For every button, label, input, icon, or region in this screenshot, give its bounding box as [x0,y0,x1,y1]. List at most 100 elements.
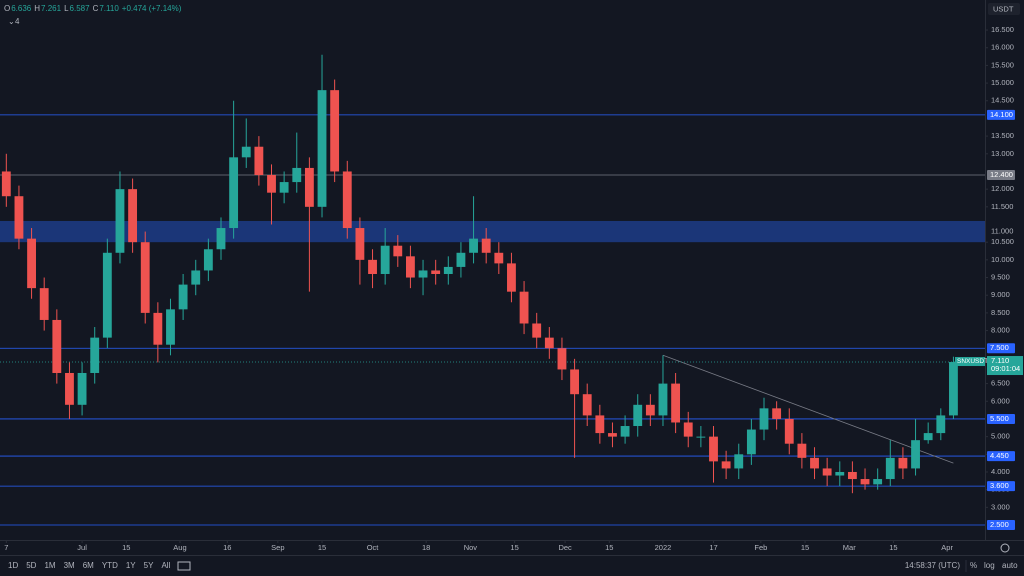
y-tick-label: 10.500 [991,237,1014,246]
last-price-badge [987,356,1023,376]
candle-body [393,245,403,257]
candle-body [1,171,11,197]
ohlc-value: 7.261 [41,4,62,13]
timeframe-button[interactable]: 1M [44,561,55,570]
level-badge [987,451,1015,462]
candle-body [216,228,226,250]
level-label: 3.600 [990,481,1009,490]
symbol-badge [955,357,985,367]
y-tick-label: 6.500 [991,379,1010,388]
y-tick-label: 13.000 [991,149,1014,158]
candle-body [709,436,718,462]
x-tick-label: 16 [223,543,231,552]
x-tick-label: 15 [889,543,897,552]
candle-body [633,404,643,427]
y-tick-label: 8.000 [991,326,1010,335]
x-tick-label: Feb [754,543,767,552]
candle-body [519,291,529,324]
y-tick-label: 9.000 [991,290,1010,299]
y-tick-label: 6.000 [991,396,1010,405]
x-tick-label: 18 [422,543,430,552]
candle-body [936,415,946,434]
scale-option[interactable]: log [984,561,995,570]
candle-body [721,461,731,469]
y-tick-label: 13.500 [991,131,1014,140]
candle-body [191,270,201,285]
candle-body [279,182,289,193]
candle-body [418,270,428,278]
last-price-label: 7.110 [991,356,1009,365]
candle-body [898,457,908,469]
level-label: 7.500 [990,343,1009,352]
candle-body [810,457,819,469]
y-tick-label: 9.500 [991,273,1010,282]
candle-body [620,426,630,437]
candle-body [380,245,390,274]
y-tick-label: 11.500 [991,202,1013,211]
y-tick-label: 16.500 [991,25,1014,34]
candle-body [128,189,138,243]
indicator-count[interactable]: 4 [15,17,20,26]
zone [0,220,985,243]
zone-label: 11.000 [991,227,1013,236]
date-range-icon[interactable] [177,561,191,571]
timeframe-button[interactable]: YTD [102,561,118,570]
candle-body [292,167,302,183]
y-tick-label: 12.000 [991,184,1014,193]
candle-body [178,284,188,310]
level-badge [987,170,1015,181]
timeframe-button[interactable]: 1Y [126,561,136,570]
candle-body [507,263,516,292]
x-tick-label: 15 [510,543,518,552]
candle-body [734,454,744,469]
x-tick-label: Oct [367,543,380,552]
candle-body [608,433,617,437]
candle-body [317,90,327,207]
x-tick-label: 2022 [655,543,672,552]
candle-body [14,196,24,239]
candle-body [595,415,605,434]
y-tick-label: 15.000 [991,78,1014,87]
currency-button[interactable] [988,3,1020,15]
timeframe-button[interactable]: All [161,561,170,570]
level-badge [987,343,1015,354]
candle-body [229,157,239,229]
x-tick-label: 7 [4,543,8,552]
ohlc-key: H [34,4,40,13]
candle-body [532,323,542,338]
candle-body [342,171,352,229]
candle-body [77,372,87,405]
y-tick-label: 8.500 [991,308,1010,317]
candle-body [355,228,365,260]
candle-body [847,471,857,480]
timeframe-button[interactable]: 6M [83,561,94,570]
timeframe-button[interactable]: 1D [8,561,18,570]
candle-body [166,309,175,345]
candle-body [90,337,100,373]
x-tick-label: Jul [77,543,87,552]
candle-body [784,418,794,444]
y-tick-label: 14.500 [991,96,1014,105]
ohlc-key: C [93,4,99,13]
scale-option[interactable]: % [970,561,977,570]
settings-icon[interactable] [1000,543,1010,553]
timeframe-button[interactable]: 3M [64,561,75,570]
candle-body [557,348,567,370]
candle-body [671,383,681,423]
candle-body [102,252,112,338]
currency[interactable]: USDT [993,4,1014,13]
y-tick-label: 15.500 [991,60,1014,69]
indicator-toggle[interactable]: ⌄ [8,17,15,26]
y-tick-label: 16.000 [991,43,1014,52]
level-badge [987,481,1015,492]
clock: 14:58:37 (UTC) [905,561,960,570]
scale-option[interactable]: auto [1002,561,1018,570]
candle-body [254,146,264,176]
timeframe-button[interactable]: 5Y [144,561,154,570]
x-tick-label: Aug [173,543,186,552]
trendline [662,354,954,464]
candle-body [822,468,832,476]
timeframe-button[interactable]: 5D [26,561,36,570]
